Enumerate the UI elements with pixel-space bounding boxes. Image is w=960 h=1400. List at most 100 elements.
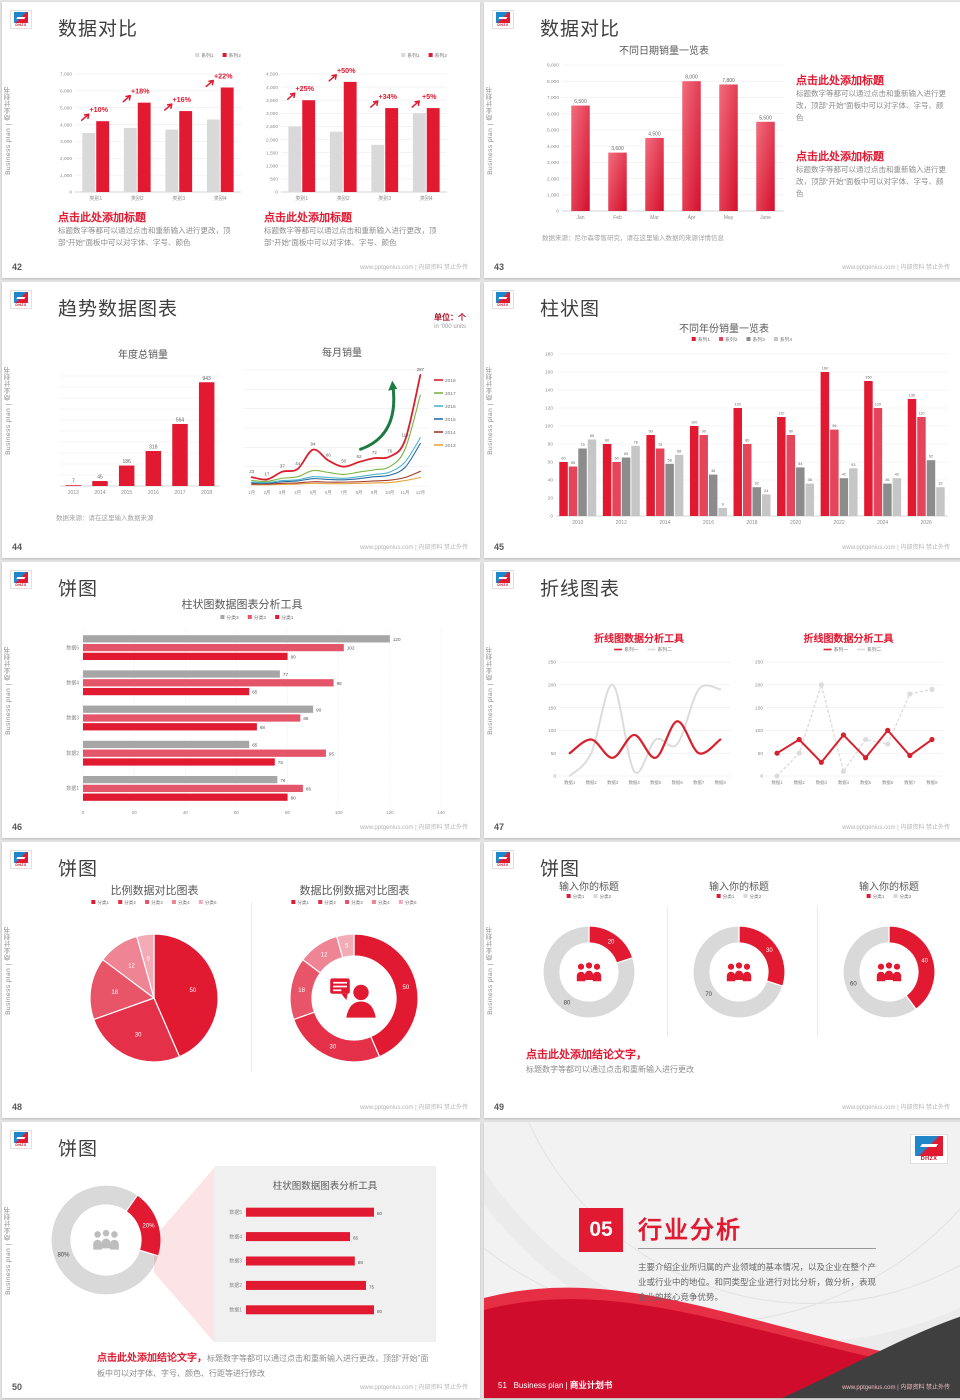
svg-text:类别1: 类别1 bbox=[89, 195, 102, 202]
svg-text:2018: 2018 bbox=[746, 520, 757, 526]
svg-text:类别2: 类别2 bbox=[337, 195, 350, 202]
svg-text:分类1: 分类1 bbox=[297, 899, 309, 906]
svg-text:+18%: +18% bbox=[131, 87, 150, 96]
svg-text:36: 36 bbox=[885, 478, 889, 482]
slide-46-horizontal-bars[interactable]: DHZX Business plan | 商业计划书 饼图 柱状图数据图表分析工… bbox=[2, 562, 480, 838]
svg-text:分类2: 分类2 bbox=[324, 899, 336, 906]
section-number-badge: 05 bbox=[579, 1208, 623, 1252]
svg-text:数据4: 数据4 bbox=[229, 1233, 242, 1240]
svg-text:2026: 2026 bbox=[921, 520, 932, 526]
page-number: 47 bbox=[494, 822, 505, 832]
donut-chart-80-20: 20% 80% bbox=[34, 1174, 184, 1306]
svg-text:分类2: 分类2 bbox=[900, 893, 912, 900]
slide-title: 数据对比 bbox=[540, 19, 621, 40]
dhzx-logo-icon: DHZX bbox=[492, 10, 514, 29]
svg-text:180: 180 bbox=[545, 352, 553, 358]
svg-text:50: 50 bbox=[190, 988, 197, 994]
donut-chart-with-icon: 50 30 18 12 5 分类1 分类2 分类3 分类4 分类5 bbox=[254, 896, 454, 1081]
slide-47-line-charts[interactable]: DHZX Business plan | 商业计划书 折线图表 折线图数据分析工… bbox=[484, 562, 960, 838]
svg-text:2010: 2010 bbox=[572, 520, 583, 526]
svg-text:2,500: 2,500 bbox=[266, 124, 278, 130]
svg-text:数据7: 数据7 bbox=[904, 779, 916, 786]
svg-text:65: 65 bbox=[624, 452, 628, 456]
svg-text:75: 75 bbox=[369, 1284, 375, 1289]
svg-text:Feb: Feb bbox=[613, 215, 622, 221]
svg-text:分类1: 分类1 bbox=[723, 893, 735, 900]
svg-text:6,000: 6,000 bbox=[60, 89, 72, 95]
svg-text:4,000: 4,000 bbox=[60, 122, 72, 128]
svg-text:3,000: 3,000 bbox=[60, 139, 72, 145]
svg-text:140: 140 bbox=[545, 388, 553, 394]
svg-text:100: 100 bbox=[755, 728, 763, 734]
svg-text:5,000: 5,000 bbox=[60, 105, 72, 111]
svg-text:110: 110 bbox=[918, 412, 924, 416]
footer-text: www.pptgenius.com | 内部资料 禁止外传 bbox=[842, 1385, 950, 1391]
svg-text:3月: 3月 bbox=[279, 490, 286, 496]
sidebar-vertical-text: Business plan | 商业计划书 bbox=[487, 926, 494, 1015]
svg-text:80: 80 bbox=[377, 1309, 383, 1314]
svg-text:3,000: 3,000 bbox=[266, 111, 278, 117]
slide-51-section-divider[interactable]: DHZX 05 行业分析 主要介绍企业所归属的产业领域的基本情况，以及企业在整个… bbox=[484, 1122, 960, 1398]
conclusion-text: 点击此处添加结论文字，标题数字等都可以通过点击和重新输入进行更改，顶部“开始”面… bbox=[97, 1350, 432, 1381]
svg-text:系列一: 系列一 bbox=[624, 646, 639, 653]
slide-45-column-chart[interactable]: DHZX Business plan | 商业计划书 柱状图 不同年份销量一览表… bbox=[484, 282, 960, 558]
slide-50-donut-with-bars[interactable]: DHZX Business plan | 商业计划书 饼图 20% 80% 柱状图… bbox=[2, 1122, 480, 1398]
slide-42-data-comparison[interactable]: DHZX Business plan | 商业计划书 数据对比 0 1,000 2,… bbox=[2, 2, 480, 278]
dhzx-logo-icon: DHZX bbox=[492, 570, 514, 589]
svg-text:98: 98 bbox=[337, 681, 343, 686]
svg-text:100: 100 bbox=[691, 421, 697, 425]
chart-title: 年度总销量 bbox=[118, 350, 168, 361]
svg-text:100: 100 bbox=[335, 810, 343, 815]
svg-text:7月: 7月 bbox=[340, 490, 347, 496]
add-title-heading: 点击此处添加标题 bbox=[264, 212, 352, 224]
svg-text:118: 118 bbox=[402, 432, 410, 437]
svg-text:42: 42 bbox=[895, 473, 899, 477]
slide-48-pie-charts[interactable]: DHZX Business plan | 商业计划书 饼图 比例数据对比图表 5… bbox=[2, 842, 480, 1118]
svg-text:2016: 2016 bbox=[148, 490, 159, 496]
svg-text:2014: 2014 bbox=[659, 520, 670, 526]
svg-text:数据1: 数据1 bbox=[771, 779, 783, 786]
svg-text:系列1: 系列1 bbox=[201, 52, 214, 59]
svg-text:系列2: 系列2 bbox=[435, 52, 448, 59]
svg-text:90: 90 bbox=[316, 707, 322, 712]
monthly-sales-bar-chart: 0 1,000 2,000 3,000 4,000 5,000 6,000 7,000 8,00… bbox=[532, 57, 792, 229]
dhzx-logo-icon: DHZX bbox=[10, 570, 32, 589]
svg-text:80: 80 bbox=[285, 810, 291, 815]
svg-text:72: 72 bbox=[372, 450, 377, 455]
svg-text:32: 32 bbox=[755, 482, 759, 486]
svg-text:80: 80 bbox=[291, 655, 297, 660]
svg-text:250: 250 bbox=[548, 660, 556, 666]
svg-text:5,000: 5,000 bbox=[547, 128, 559, 134]
svg-text:50: 50 bbox=[341, 459, 346, 464]
svg-text:5,500: 5,500 bbox=[759, 115, 772, 121]
svg-text:95: 95 bbox=[329, 751, 335, 756]
svg-text:Jan: Jan bbox=[576, 215, 584, 221]
svg-text:250: 250 bbox=[755, 660, 763, 666]
svg-text:140: 140 bbox=[437, 810, 445, 815]
bottom-bands bbox=[484, 1287, 960, 1398]
page-number: 49 bbox=[494, 1102, 505, 1112]
pie-chart: 50 30 18 12 5 分类1 分类2 分类3 分类4 分类5 bbox=[54, 896, 254, 1081]
svg-text:+34%: +34% bbox=[378, 92, 397, 101]
svg-text:分类2: 分类2 bbox=[124, 899, 136, 906]
svg-text:62: 62 bbox=[357, 454, 362, 459]
brand-text-cn: 商业计划书 bbox=[569, 1380, 613, 1390]
dhzx-logo-icon: DHZX bbox=[10, 290, 32, 309]
chart-title: 每月销量 bbox=[322, 348, 362, 359]
sidebar-vertical-text: Business plan | 商业计划书 bbox=[487, 646, 494, 735]
svg-text:数据5: 数据5 bbox=[860, 779, 872, 786]
body-text: 标题数字等都可以通过点击和重新输入进行更改，顶部“开始”面板中可以对字体、字号、… bbox=[58, 226, 231, 247]
conclusion-heading: 点击此处添加结论文字， bbox=[526, 1049, 647, 1061]
svg-text:160: 160 bbox=[545, 370, 553, 376]
body-text: 标题数字等都可以通过点击和重新输入进行更改，顶部“开始”面板中可以对字体、字号、… bbox=[796, 89, 946, 122]
slide-49-donut-charts[interactable]: DHZX Business plan | 商业计划书 饼图 输入你的标题 20 8… bbox=[484, 842, 960, 1118]
slide-43-data-comparison[interactable]: DHZX Business plan | 商业计划书 数据对比 不同日期销量一览… bbox=[484, 2, 960, 278]
svg-text:2018: 2018 bbox=[201, 490, 212, 496]
svg-text:数据4: 数据4 bbox=[66, 680, 79, 687]
slide-44-trend-charts[interactable]: DHZX Business plan | 商业计划书 趋势数据图表 单位：个 i… bbox=[2, 282, 480, 558]
svg-text:96: 96 bbox=[832, 424, 836, 428]
svg-text:3,600: 3,600 bbox=[611, 146, 624, 152]
sidebar-vertical-text: Business plan | 商业计划书 bbox=[487, 86, 494, 175]
svg-text:数据3: 数据3 bbox=[229, 1258, 242, 1265]
svg-text:2022: 2022 bbox=[834, 520, 845, 526]
